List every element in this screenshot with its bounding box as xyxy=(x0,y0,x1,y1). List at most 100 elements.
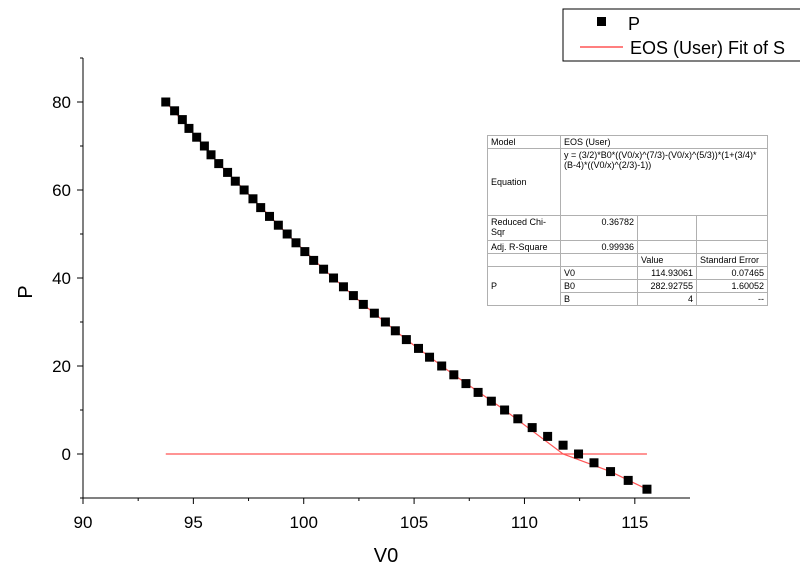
data-point xyxy=(437,361,447,371)
data-point xyxy=(390,326,400,336)
data-point xyxy=(401,335,411,345)
table-row: B0 282.92755 1.60052 xyxy=(488,279,768,293)
param-stderr: 1.60052 xyxy=(696,279,768,293)
x-tick-label: 100 xyxy=(290,513,318,532)
data-point xyxy=(214,159,224,169)
empty-cell xyxy=(560,253,638,267)
data-point xyxy=(256,203,266,213)
y-tick-label: 60 xyxy=(52,181,71,200)
table-row: Reduced Chi-Sqr 0.36782 xyxy=(487,215,768,241)
data-point xyxy=(380,317,390,327)
y-tick-label: 0 xyxy=(62,445,71,464)
y-tick-label: 20 xyxy=(52,357,71,376)
table-row: P V0 114.93061 0.07465 xyxy=(487,266,768,306)
data-point xyxy=(192,132,202,142)
empty-cell xyxy=(637,240,697,254)
data-point xyxy=(161,97,171,107)
empty-cell xyxy=(637,215,697,241)
param-stderr: 0.07465 xyxy=(696,266,768,280)
param-name: B0 xyxy=(560,279,638,293)
chi-value: 0.36782 xyxy=(560,215,638,241)
table-row: B 4 -- xyxy=(488,292,768,306)
data-point xyxy=(265,211,275,221)
legend-label-fit: EOS (User) Fit of S xyxy=(630,38,785,58)
x-tick-label: 95 xyxy=(184,513,203,532)
data-point xyxy=(425,352,435,362)
data-point xyxy=(527,423,537,433)
y-tick-label: 40 xyxy=(52,269,71,288)
data-point xyxy=(291,238,301,248)
param-name: V0 xyxy=(560,266,638,280)
data-point xyxy=(606,467,616,477)
data-point xyxy=(338,282,348,292)
param-group-label: P xyxy=(487,266,561,306)
empty-cell xyxy=(696,240,768,254)
data-point xyxy=(486,396,496,406)
table-row: Value Standard Error xyxy=(487,253,768,267)
data-point xyxy=(309,255,319,265)
ticks xyxy=(77,57,636,504)
data-point xyxy=(206,150,216,160)
data-point xyxy=(558,440,568,450)
data-point xyxy=(329,273,339,283)
table-row: Model EOS (User) xyxy=(487,135,768,149)
model-label: Model xyxy=(487,135,561,149)
data-point xyxy=(358,299,368,309)
param-value: 282.92755 xyxy=(637,279,697,293)
legend-marker-square xyxy=(597,17,606,26)
chi-label: Reduced Chi-Sqr xyxy=(487,215,561,241)
data-point xyxy=(369,308,379,318)
stderr-header: Standard Error xyxy=(696,253,768,267)
data-point xyxy=(199,141,209,151)
r2-label: Adj. R-Square xyxy=(487,240,561,254)
data-point xyxy=(589,458,599,468)
data-point xyxy=(300,247,310,257)
data-point xyxy=(543,431,553,441)
data-point xyxy=(513,414,523,424)
data-point xyxy=(282,229,292,239)
legend-label-p: P xyxy=(628,14,640,34)
data-point xyxy=(500,405,510,415)
data-point xyxy=(449,370,459,380)
x-axis-title: V0 xyxy=(374,545,398,567)
param-value: 4 xyxy=(637,292,697,306)
data-points xyxy=(161,97,652,494)
data-point xyxy=(170,106,180,116)
model-value: EOS (User) xyxy=(560,135,768,149)
table-row: Adj. R-Square 0.99936 xyxy=(487,240,768,254)
data-point xyxy=(574,449,584,459)
x-tick-label: 90 xyxy=(74,513,93,532)
y-axis-title: P xyxy=(15,285,37,298)
fit-results-table: Model EOS (User) Equation y = (3/2)*B0*(… xyxy=(487,135,768,306)
equation-label: Equation xyxy=(487,148,561,216)
data-point xyxy=(273,220,283,230)
param-name: B xyxy=(560,292,638,306)
x-tick-label: 110 xyxy=(511,513,538,532)
legend: P EOS (User) Fit of S xyxy=(562,8,800,62)
data-point xyxy=(177,115,187,125)
data-point xyxy=(642,484,652,494)
x-tick-label: 105 xyxy=(400,513,428,532)
data-point xyxy=(184,123,194,133)
data-point xyxy=(319,264,329,274)
data-point xyxy=(473,387,483,397)
data-point xyxy=(348,291,358,301)
empty-cell xyxy=(487,253,561,267)
data-point xyxy=(623,475,633,485)
table-row: Equation y = (3/2)*B0*((V0/x)^(7/3)-(V0/… xyxy=(487,148,768,216)
data-point xyxy=(239,185,249,195)
empty-cell xyxy=(696,215,768,241)
data-point xyxy=(414,343,424,353)
equation-value: y = (3/2)*B0*((V0/x)^(7/3)-(V0/x)^(5/3))… xyxy=(560,148,768,216)
x-tick-label: 115 xyxy=(621,513,648,532)
r2-value: 0.99936 xyxy=(560,240,638,254)
param-stderr: -- xyxy=(696,292,768,306)
data-point xyxy=(461,379,471,389)
param-value: 114.93061 xyxy=(637,266,697,280)
data-point xyxy=(230,176,240,186)
y-tick-label: 80 xyxy=(52,93,71,112)
data-point xyxy=(223,167,233,177)
data-point xyxy=(248,194,258,204)
value-header: Value xyxy=(637,253,697,267)
